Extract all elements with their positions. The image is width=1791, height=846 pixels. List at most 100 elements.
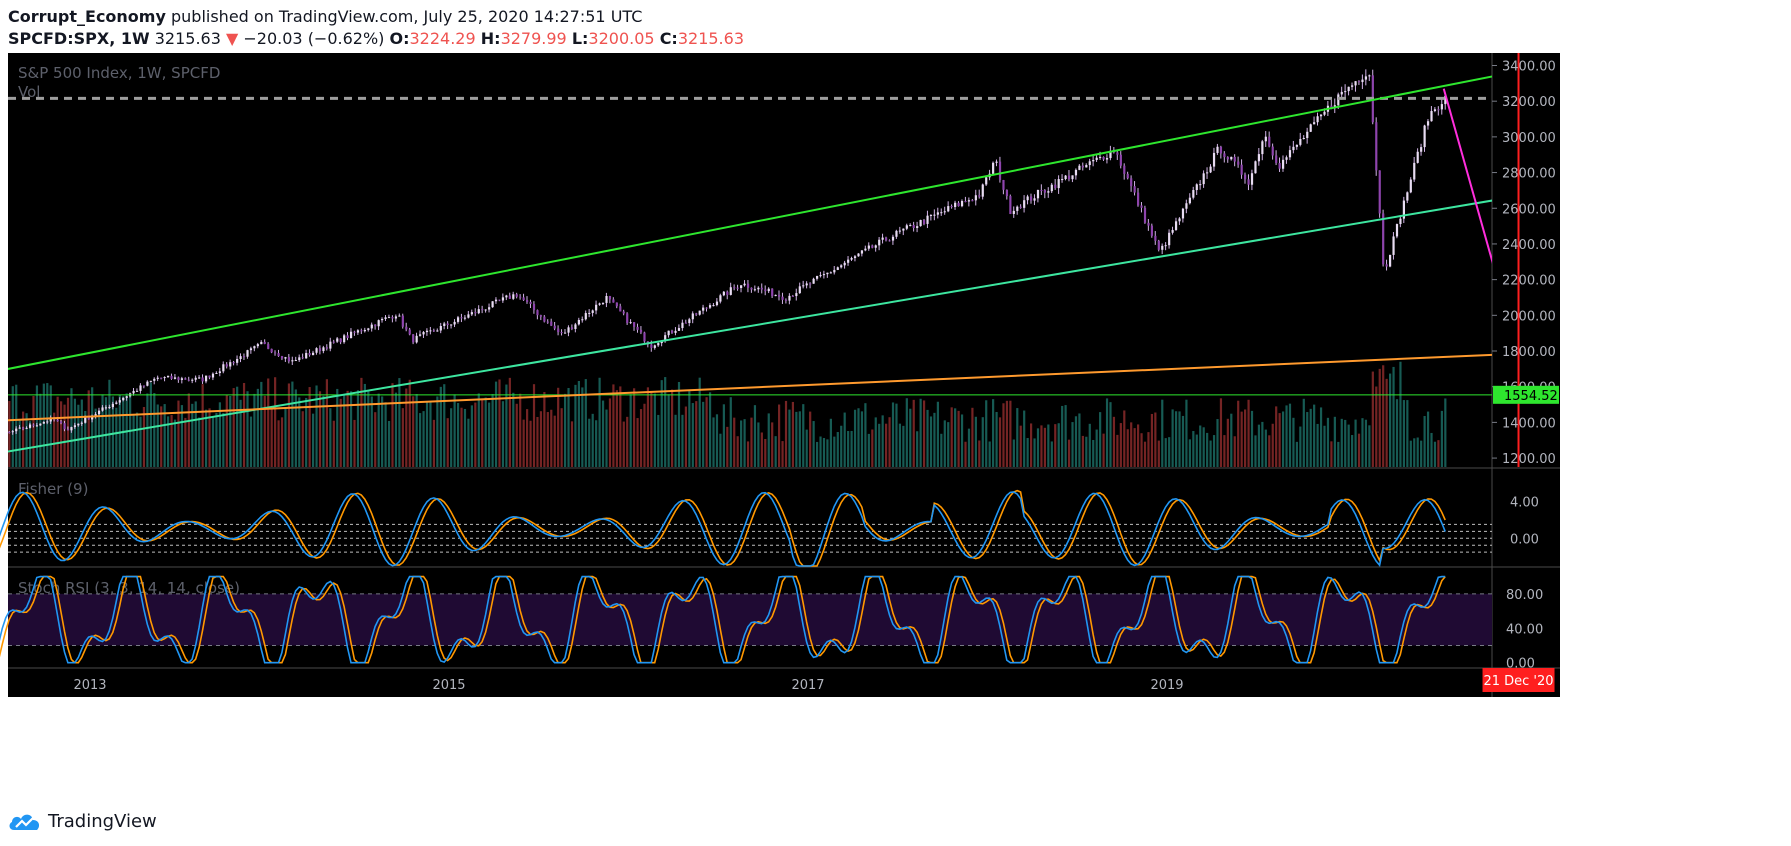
candle xyxy=(1361,79,1364,83)
candle xyxy=(778,294,781,297)
candle xyxy=(1174,221,1178,230)
candle xyxy=(1,430,3,431)
candle xyxy=(1413,162,1416,180)
volume-bar xyxy=(1281,411,1285,467)
volume-bar xyxy=(236,386,239,467)
candle xyxy=(853,256,857,259)
candle xyxy=(246,350,249,357)
volume-bar xyxy=(1036,428,1040,467)
volume-bar xyxy=(936,401,939,467)
candle xyxy=(1444,95,1447,105)
candle xyxy=(18,427,21,429)
volume-bar xyxy=(878,423,881,467)
fisher-line xyxy=(0,491,1446,567)
candle xyxy=(560,332,563,334)
volume-bar xyxy=(1112,416,1116,467)
candle xyxy=(760,287,763,290)
candle xyxy=(1140,205,1143,208)
candle xyxy=(456,317,460,322)
volume-bar xyxy=(960,414,964,467)
volume-bar xyxy=(1054,424,1057,467)
volume-bar xyxy=(646,387,650,467)
volume-bar xyxy=(605,409,608,467)
volume-bar xyxy=(1047,424,1050,467)
volume-bar xyxy=(664,377,667,467)
volume-bar xyxy=(836,432,839,467)
candle xyxy=(1392,236,1395,255)
volume-bar xyxy=(677,381,681,467)
candle xyxy=(349,331,353,339)
volume-bar xyxy=(1385,378,1388,467)
candle xyxy=(1168,232,1171,246)
volume-bar xyxy=(719,433,722,467)
volume-bar xyxy=(267,378,270,467)
candle xyxy=(353,331,356,333)
volume-bar xyxy=(439,386,442,467)
volume-bar xyxy=(508,377,511,467)
volume-bar xyxy=(391,383,394,467)
volume-bar xyxy=(481,399,484,467)
volume-bar xyxy=(1406,400,1409,467)
volume-bar xyxy=(315,385,318,467)
candle xyxy=(370,324,373,329)
candle xyxy=(978,195,981,197)
volume-bar xyxy=(1237,400,1240,467)
volume-bar xyxy=(332,420,335,467)
volume-bar xyxy=(1333,416,1336,467)
candle xyxy=(598,303,601,305)
candle xyxy=(1002,180,1005,190)
candle xyxy=(384,317,387,319)
volume-bar xyxy=(201,384,204,467)
volume-bar xyxy=(1444,398,1447,467)
candle xyxy=(260,341,263,345)
candle xyxy=(1288,150,1292,158)
volume-bar xyxy=(1071,422,1074,467)
volume-bar xyxy=(1437,440,1440,467)
candle xyxy=(1092,159,1095,162)
volume-bar xyxy=(1033,438,1036,467)
candle xyxy=(1133,186,1136,193)
volume-bar xyxy=(1206,432,1209,467)
candle xyxy=(850,258,853,260)
candle xyxy=(1054,184,1057,189)
volume-bar xyxy=(208,408,211,467)
candle xyxy=(1268,136,1271,147)
tradingview-brand[interactable]: TradingView xyxy=(48,810,157,832)
candle xyxy=(211,373,215,378)
volume-bar xyxy=(305,397,308,467)
volume-bar xyxy=(781,441,784,467)
author-name[interactable]: Corrupt_Economy xyxy=(8,7,166,26)
volume-bar xyxy=(532,384,536,467)
volume-bar xyxy=(242,382,246,467)
volume-bar xyxy=(560,408,563,467)
candle xyxy=(905,225,908,229)
candle xyxy=(674,330,677,333)
candle xyxy=(1244,174,1247,180)
volume-bar xyxy=(398,378,401,467)
candle xyxy=(1275,155,1278,163)
candle xyxy=(1161,245,1164,250)
volume-bar xyxy=(1344,419,1347,467)
candle xyxy=(1351,85,1354,87)
volume-bar xyxy=(1326,417,1330,467)
candle xyxy=(488,307,491,310)
candle xyxy=(1147,222,1150,226)
volume-bar xyxy=(815,441,819,467)
volume-bar xyxy=(588,418,591,467)
candle xyxy=(484,309,487,311)
candle xyxy=(329,341,332,349)
volume-bar xyxy=(401,408,404,467)
volume-bar xyxy=(1268,435,1271,467)
volume-bar xyxy=(629,394,632,467)
candle xyxy=(73,425,77,428)
volume-bar xyxy=(1395,399,1399,467)
volume-bar xyxy=(902,425,905,467)
candle xyxy=(1202,173,1205,185)
volume-bar xyxy=(1157,440,1160,467)
candle xyxy=(885,237,888,241)
candle xyxy=(995,161,998,163)
candle xyxy=(546,321,549,323)
price-tick-label: 2600.00 xyxy=(1502,202,1556,217)
candle xyxy=(446,323,449,325)
